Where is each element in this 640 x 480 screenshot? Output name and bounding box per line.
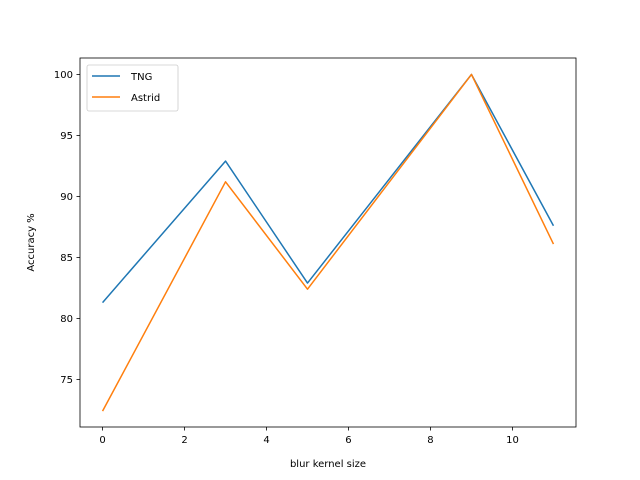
legend: TNG Astrid: [86, 64, 179, 112]
x-tick-label: 0: [99, 435, 105, 446]
y-tick-label: 90: [60, 192, 73, 203]
y-tick-label: 85: [60, 253, 73, 264]
y-axis-ticks: 75 80 85 90 95 100: [54, 70, 80, 386]
plot-frame: [79, 57, 577, 428]
x-tick-label: 10: [506, 435, 519, 446]
x-tick-label: 2: [181, 435, 187, 446]
y-tick-label: 95: [60, 131, 73, 142]
y-tick-label: 100: [54, 70, 73, 81]
series-line-tng: [101, 73, 555, 304]
x-axis-ticks: 0 2 4 6 8 10: [99, 427, 519, 446]
x-tick-label: 8: [427, 435, 433, 446]
series-layer: [101, 73, 555, 412]
legend-label-tng: TNG: [130, 72, 152, 83]
y-tick-label: 80: [60, 314, 73, 325]
y-tick-label: 75: [60, 375, 73, 386]
legend-label-astrid: Astrid: [131, 93, 160, 104]
x-tick-label: 4: [263, 435, 269, 446]
x-axis-label: blur kernel size: [290, 459, 366, 470]
series-line-astrid: [101, 73, 555, 412]
y-axis-label: Accuracy %: [26, 213, 37, 271]
x-tick-label: 6: [345, 435, 351, 446]
